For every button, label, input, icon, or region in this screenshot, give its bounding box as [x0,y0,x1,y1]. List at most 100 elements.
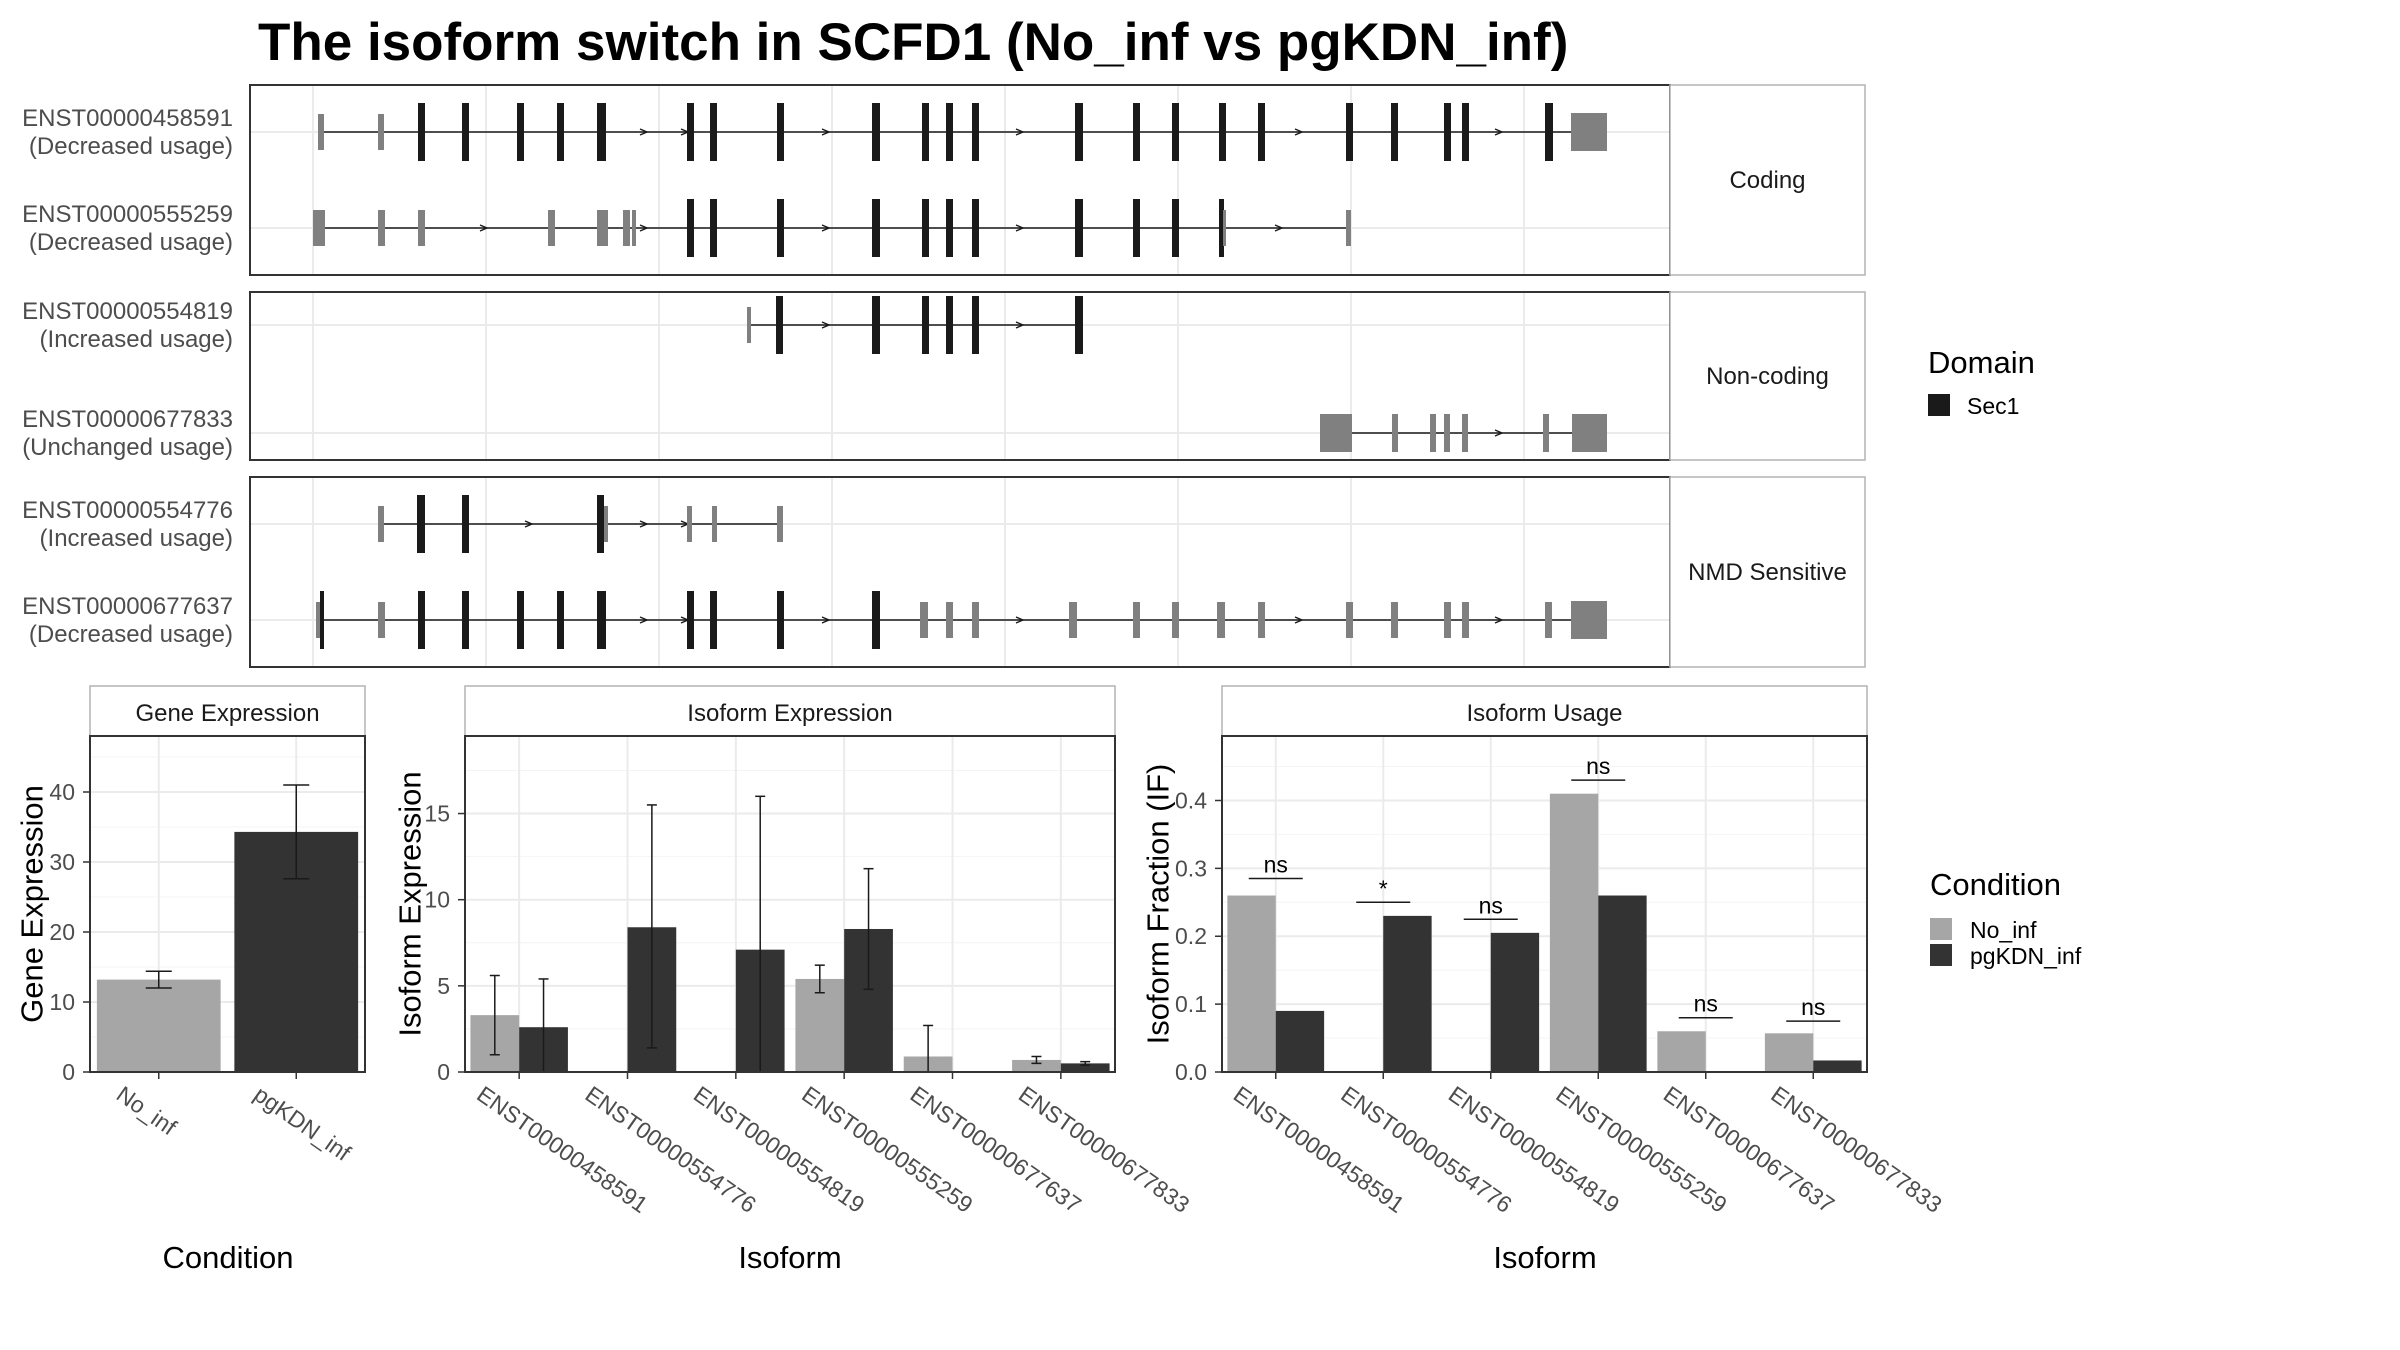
transcript-id: ENST00000555259 [22,201,233,228]
exon [1444,602,1451,638]
exon-sec1-domain [946,199,953,257]
gene-expression-chart: Gene Expression 0 10 20 30 40 No_inf pgKDN_inf G… [15,685,366,1275]
exon [1462,602,1469,638]
exon [972,602,979,638]
exon [604,506,608,542]
chart-panel-border [1221,735,1868,1073]
transcript-row: ENST00000677637(Decreased usage) [22,591,1607,649]
bar-no-inf [795,978,845,1072]
intron-direction-arrow [1015,321,1025,329]
x-tick-label: No_inf [112,1081,182,1141]
bar-pgkdn-inf [1813,1060,1862,1072]
intron-direction-arrow [639,520,649,528]
y-tick-label: 0.2 [1175,923,1207,949]
exon [946,602,953,638]
exon-sec1-domain [922,296,929,354]
bar-pgkdn-inf [1598,895,1647,1072]
exon [1069,602,1077,638]
facet-strip-label: Non-coding [1706,363,1829,390]
intron-direction-arrow [1274,224,1284,232]
bar-pgkdn-inf [1060,1063,1110,1072]
y-tick-label: 20 [49,919,75,945]
chart-strip [89,685,366,737]
exon-sec1-domain [1219,103,1226,161]
exon-sec1-domain [1075,296,1083,354]
domain-legend: Domain Sec1 [1928,345,2035,419]
exon [1572,414,1607,452]
bar-no-inf [1657,1031,1706,1072]
transcript-status: (Decreased usage) [29,621,233,648]
exon-sec1-domain [777,103,784,161]
bar-pgkdn-inf [1383,915,1432,1072]
intron-direction-arrow [1494,616,1504,624]
intron-direction-arrow [639,128,649,136]
exon-sec1-domain [417,495,425,553]
y-axis-title: Isoform Fraction (IF) [1141,764,1176,1045]
exon [378,506,384,542]
exon-sec1-domain [1258,103,1265,161]
significance-label: ns [1694,991,1718,1017]
intron-direction-arrow [639,616,649,624]
x-tick-label: ENST00000677833 [1766,1081,1946,1218]
exon [548,210,555,246]
exon [712,506,717,542]
facet-strip [1669,291,1866,461]
exon [747,307,751,343]
chart-strip-title: Isoform Usage [1466,700,1622,727]
exon [1346,602,1353,638]
exon [1346,210,1351,246]
exon-sec1-domain [710,199,717,257]
transcript-status: (Decreased usage) [29,133,233,160]
isoform-usage-chart: Isoform Usage ns * ns ns ns ns 0.0 0.1 0.2 0.3 0.4 E… [1141,685,1947,1275]
exon [378,602,385,638]
exon-sec1-domain [557,591,564,649]
exon [1571,113,1607,151]
domain-legend-title: Domain [1928,345,2035,380]
figure-title: The isoform switch in SCFD1 (No_inf vs p… [258,13,1568,72]
intron-direction-arrow [821,321,831,329]
exon [318,114,324,150]
bar-no-inf [1227,895,1276,1072]
exon-sec1-domain [972,296,979,354]
exon-sec1-domain [922,199,929,257]
exon-sec1-domain [687,591,694,649]
exon-sec1-domain [1075,199,1083,257]
exon [920,602,928,638]
domain-legend-label-sec1: Sec1 [1967,393,2019,419]
condition-legend-swatch-pgkdn-inf [1930,944,1952,966]
exon-sec1-domain [1346,103,1353,161]
chart-strip-title: Gene Expression [135,700,319,727]
x-tick-label: ENST00000677833 [1014,1081,1194,1218]
intron-direction-arrow [1294,616,1304,624]
exon-sec1-domain [597,495,604,553]
y-tick-label: 0.3 [1175,855,1207,881]
bar-pgkdn-inf [1275,1010,1325,1072]
intron-direction-arrow [479,224,489,232]
significance-label: ns [1586,753,1610,779]
exon-sec1-domain [872,591,880,649]
y-tick-label: 10 [424,887,450,913]
facet-strip-label: NMD Sensitive [1688,559,1847,586]
exon [1133,602,1140,638]
transcript-id: ENST00000677637 [22,593,233,620]
x-axis-title: Condition [163,1240,294,1275]
exon-sec1-domain [710,103,717,161]
transcript-id: ENST00000677833 [22,406,233,433]
transcript-id: ENST00000554819 [22,298,233,325]
bar-no-inf [1012,1059,1061,1072]
intron-direction-arrow [1015,224,1025,232]
exon [632,210,636,246]
y-axis-title: Gene Expression [15,785,50,1023]
exon-sec1-domain [1219,199,1224,257]
intron-direction-arrow [821,616,831,624]
chart-strip [464,685,1116,737]
exon-sec1-domain [1172,103,1179,161]
exon-sec1-domain [418,591,425,649]
exon [1172,602,1179,638]
exon-sec1-domain [597,103,606,161]
transcript-row: ENST00000554819(Increased usage) [22,296,1083,354]
exon [1223,210,1226,246]
exon [378,210,385,246]
exon-sec1-domain [462,103,469,161]
intron-direction-arrow [1494,429,1504,437]
